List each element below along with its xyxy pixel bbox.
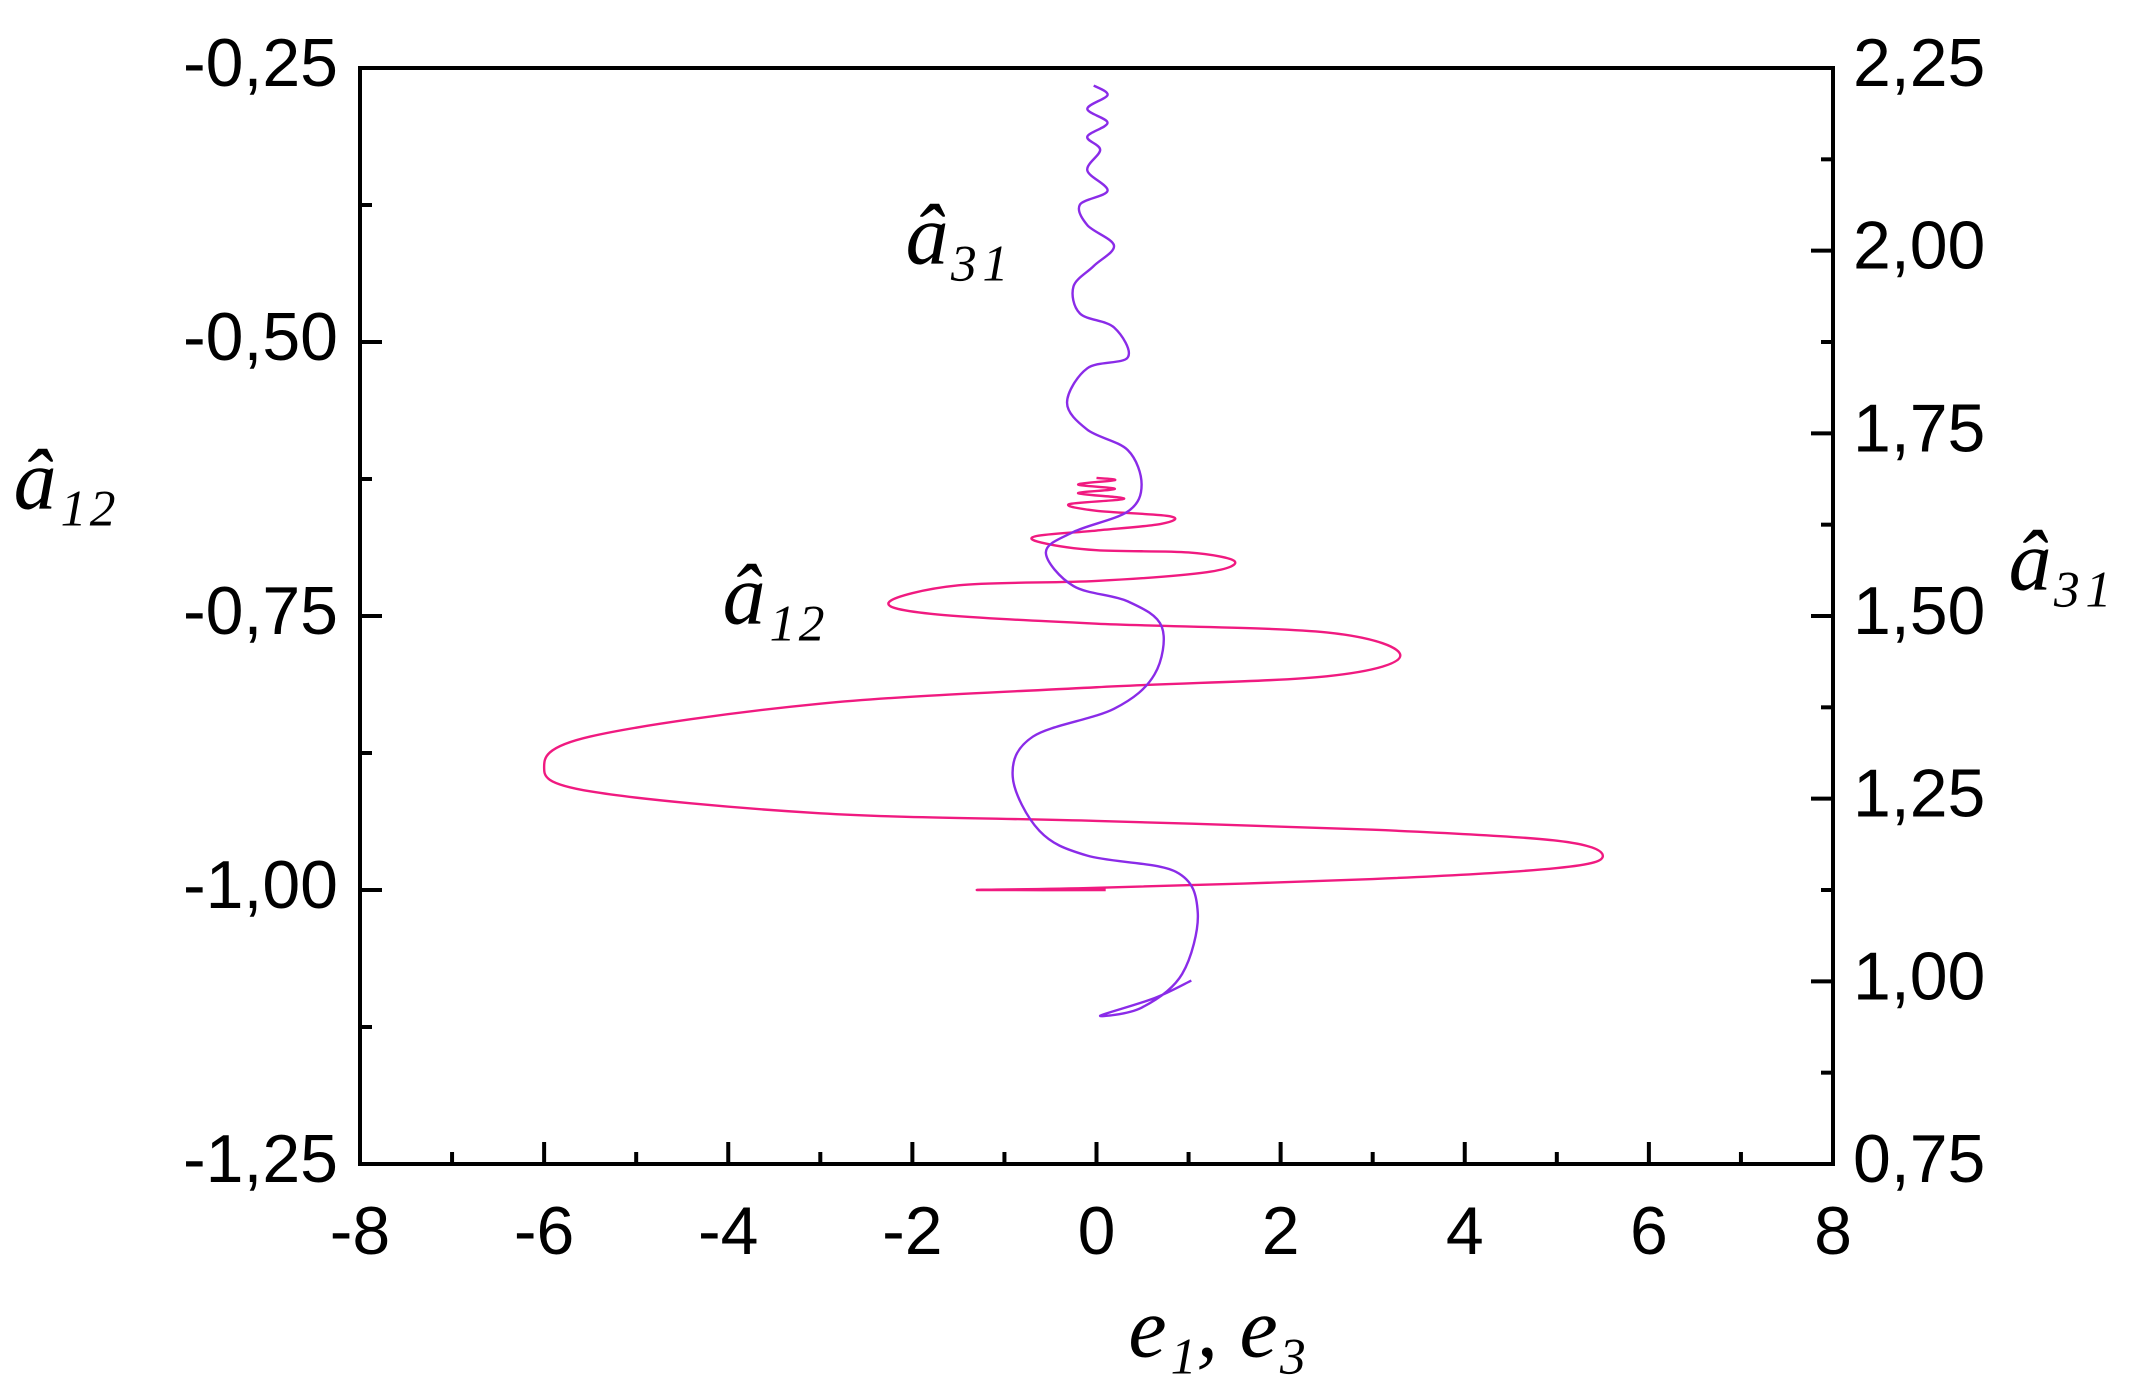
- x-tick-label: -4: [698, 1193, 758, 1269]
- y2ticks-tick-label: 1,25: [1853, 756, 1985, 832]
- y2ticks-tick-label: 1,00: [1853, 938, 1985, 1014]
- yticks-tick-label: -1,25: [183, 1121, 338, 1197]
- yticks-tick-label: -0,50: [183, 299, 338, 375]
- y2ticks-tick-label: 0,75: [1853, 1121, 1985, 1197]
- plot-frame: [358, 66, 1835, 1166]
- series-annotation: â₁₂: [723, 547, 826, 643]
- x-tick-label: 8: [1814, 1193, 1852, 1269]
- series-line: [1011, 84, 1200, 1018]
- y2ticks-tick-label: 1,75: [1853, 390, 1985, 466]
- x-tick-label: 6: [1630, 1193, 1668, 1269]
- y2-axis-label: â₃₁: [2009, 513, 2112, 609]
- y2ticks-tick-label: 2,00: [1853, 208, 1985, 284]
- yticks-tick-label: -0,75: [183, 573, 338, 649]
- x-tick-label: 2: [1262, 1193, 1300, 1269]
- series-line: [542, 476, 1605, 892]
- x-tick-label: -2: [882, 1193, 942, 1269]
- series-annotation: â₃₁: [906, 187, 1009, 283]
- x-tick-label: -6: [514, 1193, 574, 1269]
- y-axis-label: â₁₂: [14, 432, 117, 528]
- x-tick-label: 4: [1446, 1193, 1484, 1269]
- x-axis-label: e₁, e₃: [1128, 1280, 1307, 1376]
- x-tick-label: 0: [1078, 1193, 1116, 1269]
- yticks-tick-label: -1,00: [183, 847, 338, 923]
- x-tick-label: -8: [330, 1193, 390, 1269]
- yticks-tick-label: -0,25: [183, 25, 338, 101]
- y2ticks-tick-label: 1,50: [1853, 573, 1985, 649]
- y2ticks-tick-label: 2,25: [1853, 25, 1985, 101]
